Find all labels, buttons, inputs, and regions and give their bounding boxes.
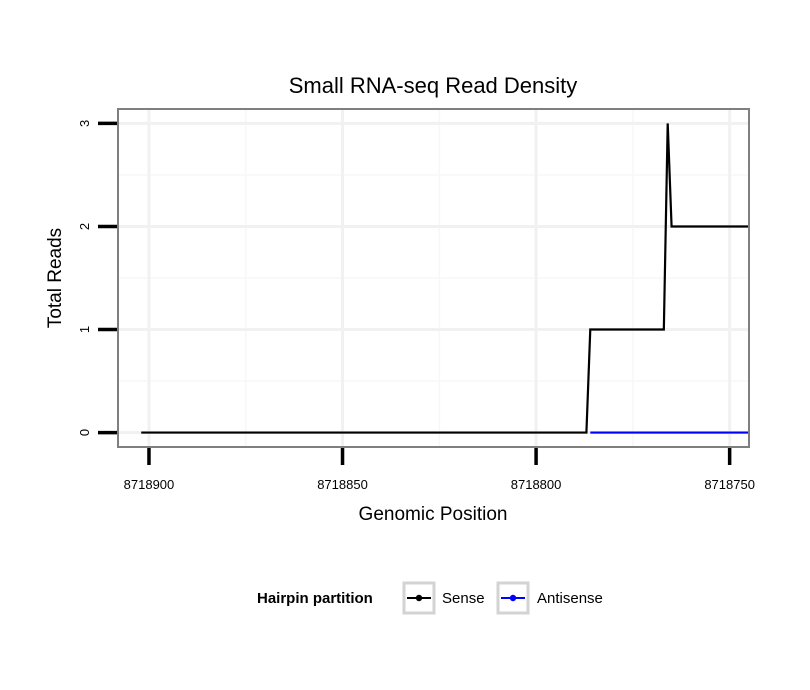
- legend-entry-antisense: Antisense: [496, 581, 603, 615]
- y-tick-label: 2: [77, 223, 92, 230]
- x-tick-label: 8718900: [124, 477, 175, 492]
- legend-marker-antisense: [509, 594, 517, 602]
- y-tick-label: 0: [77, 429, 92, 436]
- grid: [118, 109, 749, 447]
- x-tick-label: 8718850: [317, 477, 368, 492]
- y-tick-label: 1: [77, 326, 92, 333]
- series-line-sense: [141, 123, 749, 434]
- chart-title: Small RNA-seq Read Density: [289, 73, 578, 98]
- plot-panel-border: [117, 108, 750, 448]
- legend: Hairpin partition Sense Antisense: [257, 581, 603, 615]
- x-tick-label: 8718750: [704, 477, 755, 492]
- y-axis: 0 1 2 3: [77, 120, 117, 436]
- y-axis-label: Total Reads: [45, 228, 66, 328]
- y-tick-label: 3: [77, 120, 92, 127]
- x-tick-label: 8718800: [511, 477, 562, 492]
- legend-label-antisense: Antisense: [537, 590, 603, 607]
- series-lines: [141, 123, 749, 434]
- legend-title: Hairpin partition: [257, 590, 373, 607]
- legend-entry-sense: Sense: [402, 581, 485, 615]
- legend-marker-sense: [415, 594, 423, 602]
- x-axis: 8718900 8718850 8718800 8718750: [124, 448, 755, 492]
- x-axis-label: Genomic Position: [359, 504, 508, 525]
- legend-label-sense: Sense: [442, 590, 485, 607]
